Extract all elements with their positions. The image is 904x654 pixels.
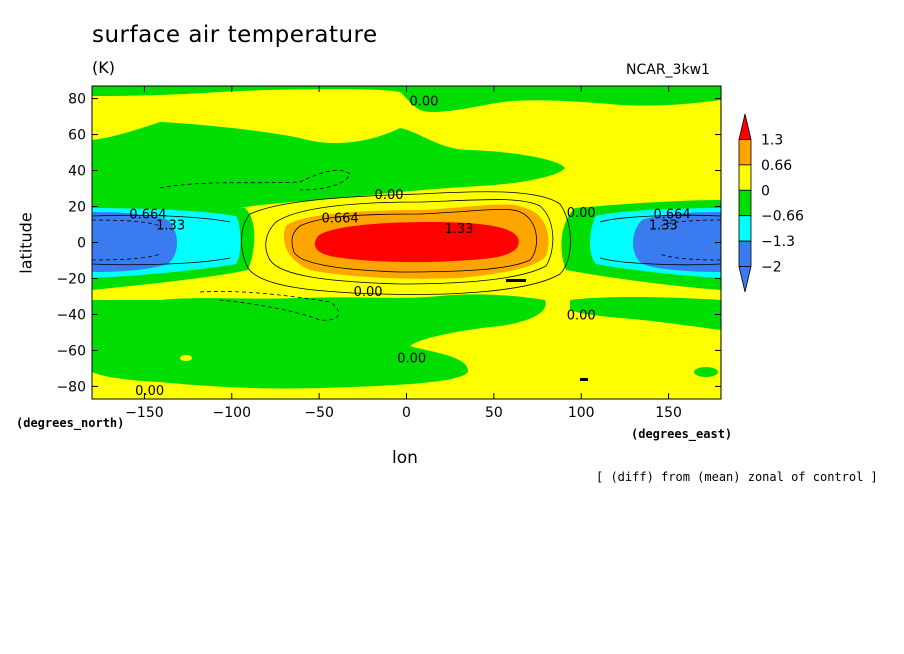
contour-label: 0.00 <box>375 188 404 203</box>
colorbar-segment <box>738 215 752 242</box>
contour-label: 1.33 <box>649 219 678 234</box>
contour-label: 0.00 <box>135 384 164 399</box>
contour-label: 1.33 <box>444 222 473 237</box>
small-blob <box>694 367 718 377</box>
footnote: [ (diff) from (mean) zonal of control ] <box>596 470 878 484</box>
x-axis-label: lon <box>392 448 418 468</box>
y-axis-units: (degrees_north) <box>16 416 125 430</box>
chart-units: (K) <box>92 58 115 77</box>
band-red-center <box>314 222 519 263</box>
y-tick-label: 0 <box>77 236 86 252</box>
x-tick-label: 50 <box>485 405 503 421</box>
colorbar-segment <box>738 189 752 217</box>
x-tick-label: −50 <box>304 405 334 421</box>
x-tick-label: 100 <box>568 405 595 421</box>
band-green-north-2 <box>92 86 721 112</box>
colorbar-segment <box>738 139 752 166</box>
band-green-south-2 <box>570 297 721 330</box>
y-tick-label: −20 <box>56 271 86 287</box>
x-tick-label: −150 <box>125 405 163 421</box>
band-green-south <box>92 294 546 389</box>
contour-line <box>92 214 231 266</box>
model-label: NCAR_3kw1 <box>626 62 710 78</box>
x-tick-label: 150 <box>655 405 682 421</box>
colorbar: −2 −1.3 −0.66 0 0.66 1.3 <box>738 113 804 293</box>
contour-line-negative <box>199 291 340 321</box>
y-tick-label: 40 <box>68 164 86 180</box>
contour-label: 0.00 <box>567 206 596 221</box>
colorbar-label: 0 <box>761 183 770 199</box>
contour-labels: 0.000.000.6641.330.000.000.000.000.000.6… <box>129 94 690 399</box>
contour-label: 0.00 <box>409 94 438 109</box>
y-tick-label: 20 <box>68 200 86 216</box>
band-blue-west <box>92 212 177 272</box>
contour-label: 0.664 <box>129 208 166 223</box>
x-axis-units: (degrees_east) <box>631 427 733 441</box>
x-axis-ticks: −150 −100 −50 0 50 100 150 <box>125 86 682 421</box>
x-tick-label: 0 <box>402 405 411 421</box>
y-tick-label: −60 <box>56 343 86 359</box>
contour-line <box>265 199 554 285</box>
contour-line <box>599 214 721 266</box>
colorbar-segment <box>738 113 752 140</box>
contour-line-negative <box>159 169 351 191</box>
contour-line <box>291 209 537 273</box>
colorbar-segment <box>738 164 752 191</box>
colorbar-label: −2 <box>761 260 782 276</box>
contour-line-negative <box>92 219 161 261</box>
y-tick-label: 80 <box>68 92 86 108</box>
contour-line-negative <box>659 219 721 261</box>
contour-label: 0.00 <box>354 285 383 300</box>
colorbar-label: 1.3 <box>761 132 783 148</box>
y-axis-ticks: −80 −60 −40 −20 0 20 40 60 80 <box>56 92 721 395</box>
y-tick-label: −80 <box>56 379 86 395</box>
y-tick-label: −40 <box>56 307 86 323</box>
colorbar-segment <box>738 266 752 293</box>
contour-label: 0.664 <box>653 208 690 223</box>
band-green-north <box>92 86 565 211</box>
small-blob <box>180 355 192 361</box>
plot-area <box>92 86 721 399</box>
y-tick-label: 60 <box>68 128 86 144</box>
contour-line <box>241 191 571 295</box>
small-blob <box>506 279 526 282</box>
contour-label: 0.00 <box>567 308 596 323</box>
contour-label: 0.664 <box>321 211 358 226</box>
colorbar-label: 0.66 <box>761 158 792 174</box>
colorbar-label: −0.66 <box>761 209 804 225</box>
band-blue-east <box>633 212 721 272</box>
contour-label: 0.00 <box>397 352 426 367</box>
colorbar-label: −1.3 <box>761 234 795 250</box>
contour-label: 1.33 <box>156 219 185 234</box>
chart-title: surface air temperature <box>92 22 378 48</box>
colorbar-segment <box>738 240 752 267</box>
small-blob <box>580 378 588 381</box>
x-tick-label: −100 <box>213 405 251 421</box>
